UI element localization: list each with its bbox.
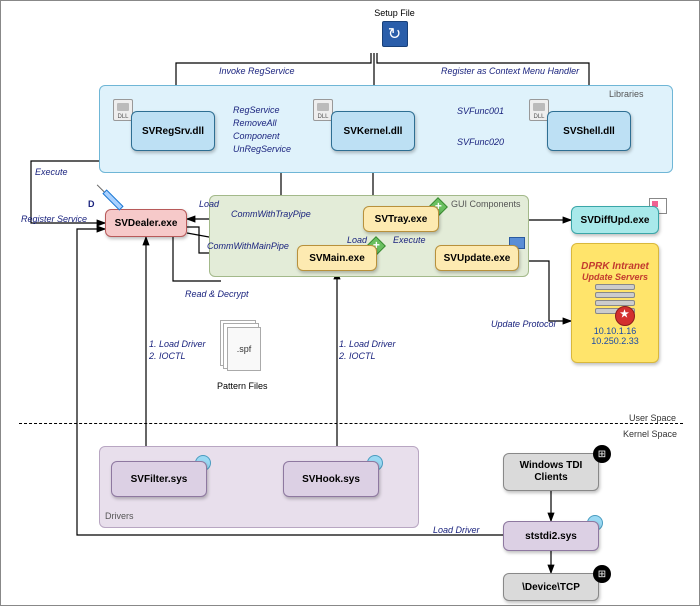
edge-label: 2. IOCTL xyxy=(149,351,186,361)
node-svdiffupd: SVDiffUpd.exe xyxy=(571,206,659,234)
edge-label: Execute xyxy=(35,167,68,177)
syringe-icon xyxy=(102,189,123,210)
setup-icon: ↻ xyxy=(382,21,408,47)
edge-label: 2. IOCTL xyxy=(339,351,376,361)
node-svfilter: SVFilter.sys xyxy=(111,461,207,497)
group-label-gui: GUI Components xyxy=(451,199,521,209)
edge-label: Pattern Files xyxy=(217,381,268,391)
edge-label: D xyxy=(88,199,95,209)
group-label-drivers: Drivers xyxy=(105,511,134,521)
node-devicetcp: \Device\TCP xyxy=(503,573,599,601)
node-svtray: SVTray.exe xyxy=(363,206,439,232)
space-label: User Space xyxy=(629,413,676,423)
node-svregsrv: SVRegSrv.dll xyxy=(131,111,215,151)
dll-icon: DLL xyxy=(313,99,333,121)
dll-icon: DLL xyxy=(529,99,549,121)
space-label: Kernel Space xyxy=(623,429,677,439)
pattern-file-ext: .spf xyxy=(237,344,252,354)
windows-badge-icon: ⊞ xyxy=(593,445,611,463)
node-svkernel: SVKernel.dll xyxy=(331,111,415,151)
edge-label: CommWithTrayPipe xyxy=(231,209,311,219)
node-svshell: SVShell.dll xyxy=(547,111,631,151)
edge-label: CommWithMainPipe xyxy=(207,241,289,251)
edge-label: Load xyxy=(347,235,367,245)
edge-label: SVFunc001 xyxy=(457,106,504,116)
user-kernel-divider xyxy=(19,423,683,424)
group-label-libraries: Libraries xyxy=(609,89,644,99)
node-svmain: SVMain.exe xyxy=(297,245,377,271)
edge-label: Update Protocol xyxy=(491,319,556,329)
edge-label: Register Service xyxy=(21,214,87,224)
node-svupdate: SVUpdate.exe xyxy=(435,245,519,271)
dprk-flag-icon xyxy=(615,306,635,326)
diagram-stage: { "diagram": { "type": "flowchart", "wid… xyxy=(0,0,700,606)
edge-label: 1. Load Driver xyxy=(339,339,396,349)
edge-label: 1. Load Driver xyxy=(149,339,206,349)
node-svhook: SVHook.sys xyxy=(283,461,379,497)
edge-label: Invoke RegService xyxy=(219,66,295,76)
edge-label: Component xyxy=(233,131,280,141)
edge-label: Load xyxy=(199,199,219,209)
edge-label: Execute xyxy=(393,235,426,245)
node-svdealer: SVDealer.exe xyxy=(105,209,187,237)
edge-label: UnRegService xyxy=(233,144,291,154)
node-ststdi2: ststdi2.sys xyxy=(503,521,599,551)
edge-label: SVFunc020 xyxy=(457,137,504,147)
windows-badge-icon: ⊞ xyxy=(593,565,611,583)
edge-label: RegService xyxy=(233,105,280,115)
dprk-intranet-node: DPRK IntranetUpdate Servers10.10.1.1610.… xyxy=(571,243,659,363)
edge-label: Register as Context Menu Handler xyxy=(441,66,579,76)
node-tdiclients: Windows TDI Clients xyxy=(503,453,599,491)
edge-label: Read & Decrypt xyxy=(185,289,249,299)
edge-label: RemoveAll xyxy=(233,118,277,128)
setup-file-node: Setup File↻ xyxy=(362,8,427,47)
dll-icon: DLL xyxy=(113,99,133,121)
pattern-file-icon: .spf xyxy=(227,327,261,371)
edge-label: Load Driver xyxy=(433,525,480,535)
